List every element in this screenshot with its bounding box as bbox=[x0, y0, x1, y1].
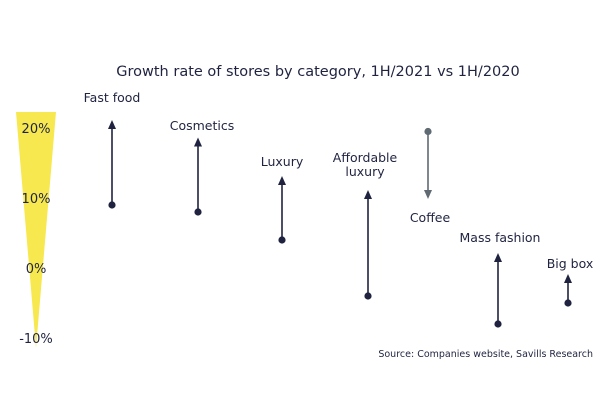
arrow-head bbox=[108, 120, 116, 129]
arrow-start-dot bbox=[108, 201, 116, 209]
arrow-start-dot bbox=[278, 236, 286, 244]
category-arrow bbox=[494, 253, 502, 328]
category-label-line: Affordable bbox=[333, 150, 398, 165]
arrow-head bbox=[278, 176, 286, 185]
category-labels-layer: Fast food Cosmetics Luxury Affordable luxury… bbox=[84, 90, 594, 271]
y-axis-gradient-wedge bbox=[16, 112, 56, 348]
category-label: Cosmetics bbox=[170, 118, 235, 133]
arrow-head bbox=[564, 274, 572, 283]
arrow-head bbox=[494, 253, 502, 262]
category-arrow bbox=[108, 120, 116, 209]
category-label-line: luxury bbox=[345, 164, 385, 179]
arrows-layer bbox=[108, 120, 572, 328]
category-arrow bbox=[278, 176, 286, 244]
arrow-head bbox=[424, 190, 432, 199]
arrow-head bbox=[364, 190, 372, 199]
category-label-line: Cosmetics bbox=[170, 118, 235, 133]
category-arrow bbox=[424, 127, 432, 199]
arrow-start-dot bbox=[424, 127, 432, 136]
arrow-start-dot bbox=[564, 299, 572, 307]
category-label: Mass fashion bbox=[460, 230, 541, 245]
category-label: Fast food bbox=[84, 90, 141, 105]
category-label-line: Fast food bbox=[84, 90, 141, 105]
category-label-line: Luxury bbox=[261, 154, 304, 169]
category-label: Big box bbox=[547, 256, 594, 271]
category-label-line: Mass fashion bbox=[460, 230, 541, 245]
category-arrow bbox=[194, 137, 202, 216]
category-label-line: Big box bbox=[547, 256, 594, 271]
category-label: Affordable luxury bbox=[333, 150, 398, 179]
source-note: Source: Companies website, Savills Resea… bbox=[378, 349, 593, 360]
y-tick-label: 10% bbox=[22, 192, 51, 207]
y-tick-label: -10% bbox=[19, 332, 53, 347]
arrow-start-dot bbox=[494, 320, 502, 328]
y-tick-label: 20% bbox=[22, 122, 51, 137]
category-label-line: Coffee bbox=[410, 210, 451, 225]
arrow-head bbox=[194, 137, 202, 147]
arrow-start-dot bbox=[364, 292, 372, 300]
y-tick-label: 0% bbox=[26, 262, 47, 277]
category-arrow bbox=[364, 190, 372, 300]
arrow-start-dot bbox=[194, 208, 202, 216]
category-label: Coffee bbox=[410, 210, 451, 225]
y-axis: 20% 10% 0% -10% bbox=[16, 112, 56, 348]
chart-title: Growth rate of stores by category, 1H/20… bbox=[116, 64, 519, 80]
category-label: Luxury bbox=[261, 154, 304, 169]
category-arrow bbox=[564, 274, 572, 307]
